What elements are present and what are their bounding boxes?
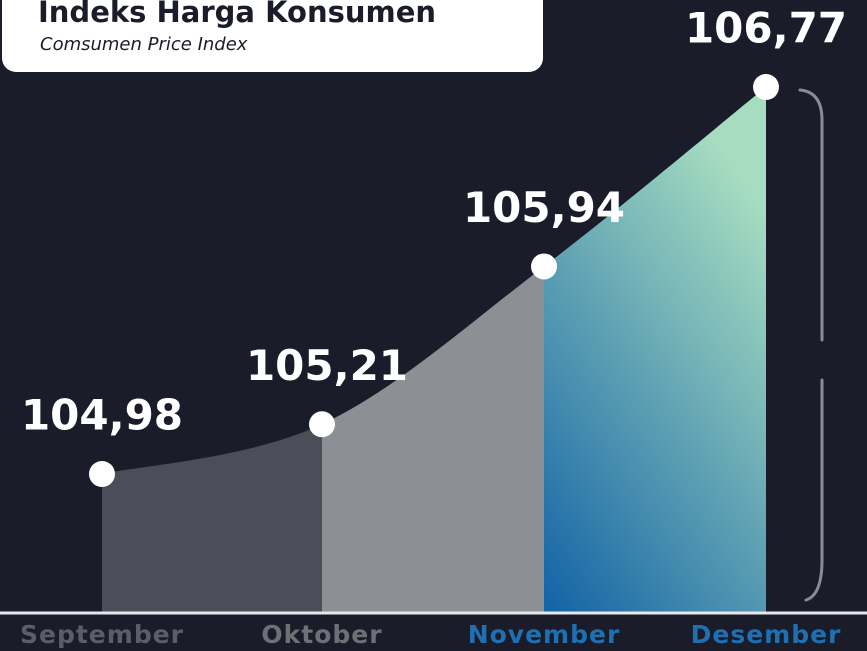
x-tick-label: September [20, 620, 184, 649]
areas [102, 87, 766, 612]
value-label: 104,98 [21, 391, 183, 440]
chart-title: Indeks Harga Konsumen [38, 0, 436, 29]
chart-subtitle: Comsumen Price Index [40, 34, 248, 55]
bracket-decoration [798, 88, 824, 602]
value-label: 106,77 [685, 4, 847, 53]
area-segment [544, 87, 766, 612]
data-point [309, 411, 335, 438]
value-label: 105,21 [246, 341, 408, 390]
points: 104,98 September 105,21 Oktober 105,94 Novemb… [20, 4, 847, 650]
x-tick-label: Oktober [261, 620, 382, 649]
area-segment [102, 424, 322, 612]
data-point [89, 461, 115, 487]
data-point [531, 253, 557, 280]
data-point [753, 74, 779, 100]
x-tick-label: November [468, 620, 621, 649]
area-segment [322, 266, 544, 612]
title-box [2, 0, 543, 72]
value-label: 105,94 [463, 183, 625, 232]
x-tick-label: Desember [691, 620, 842, 649]
